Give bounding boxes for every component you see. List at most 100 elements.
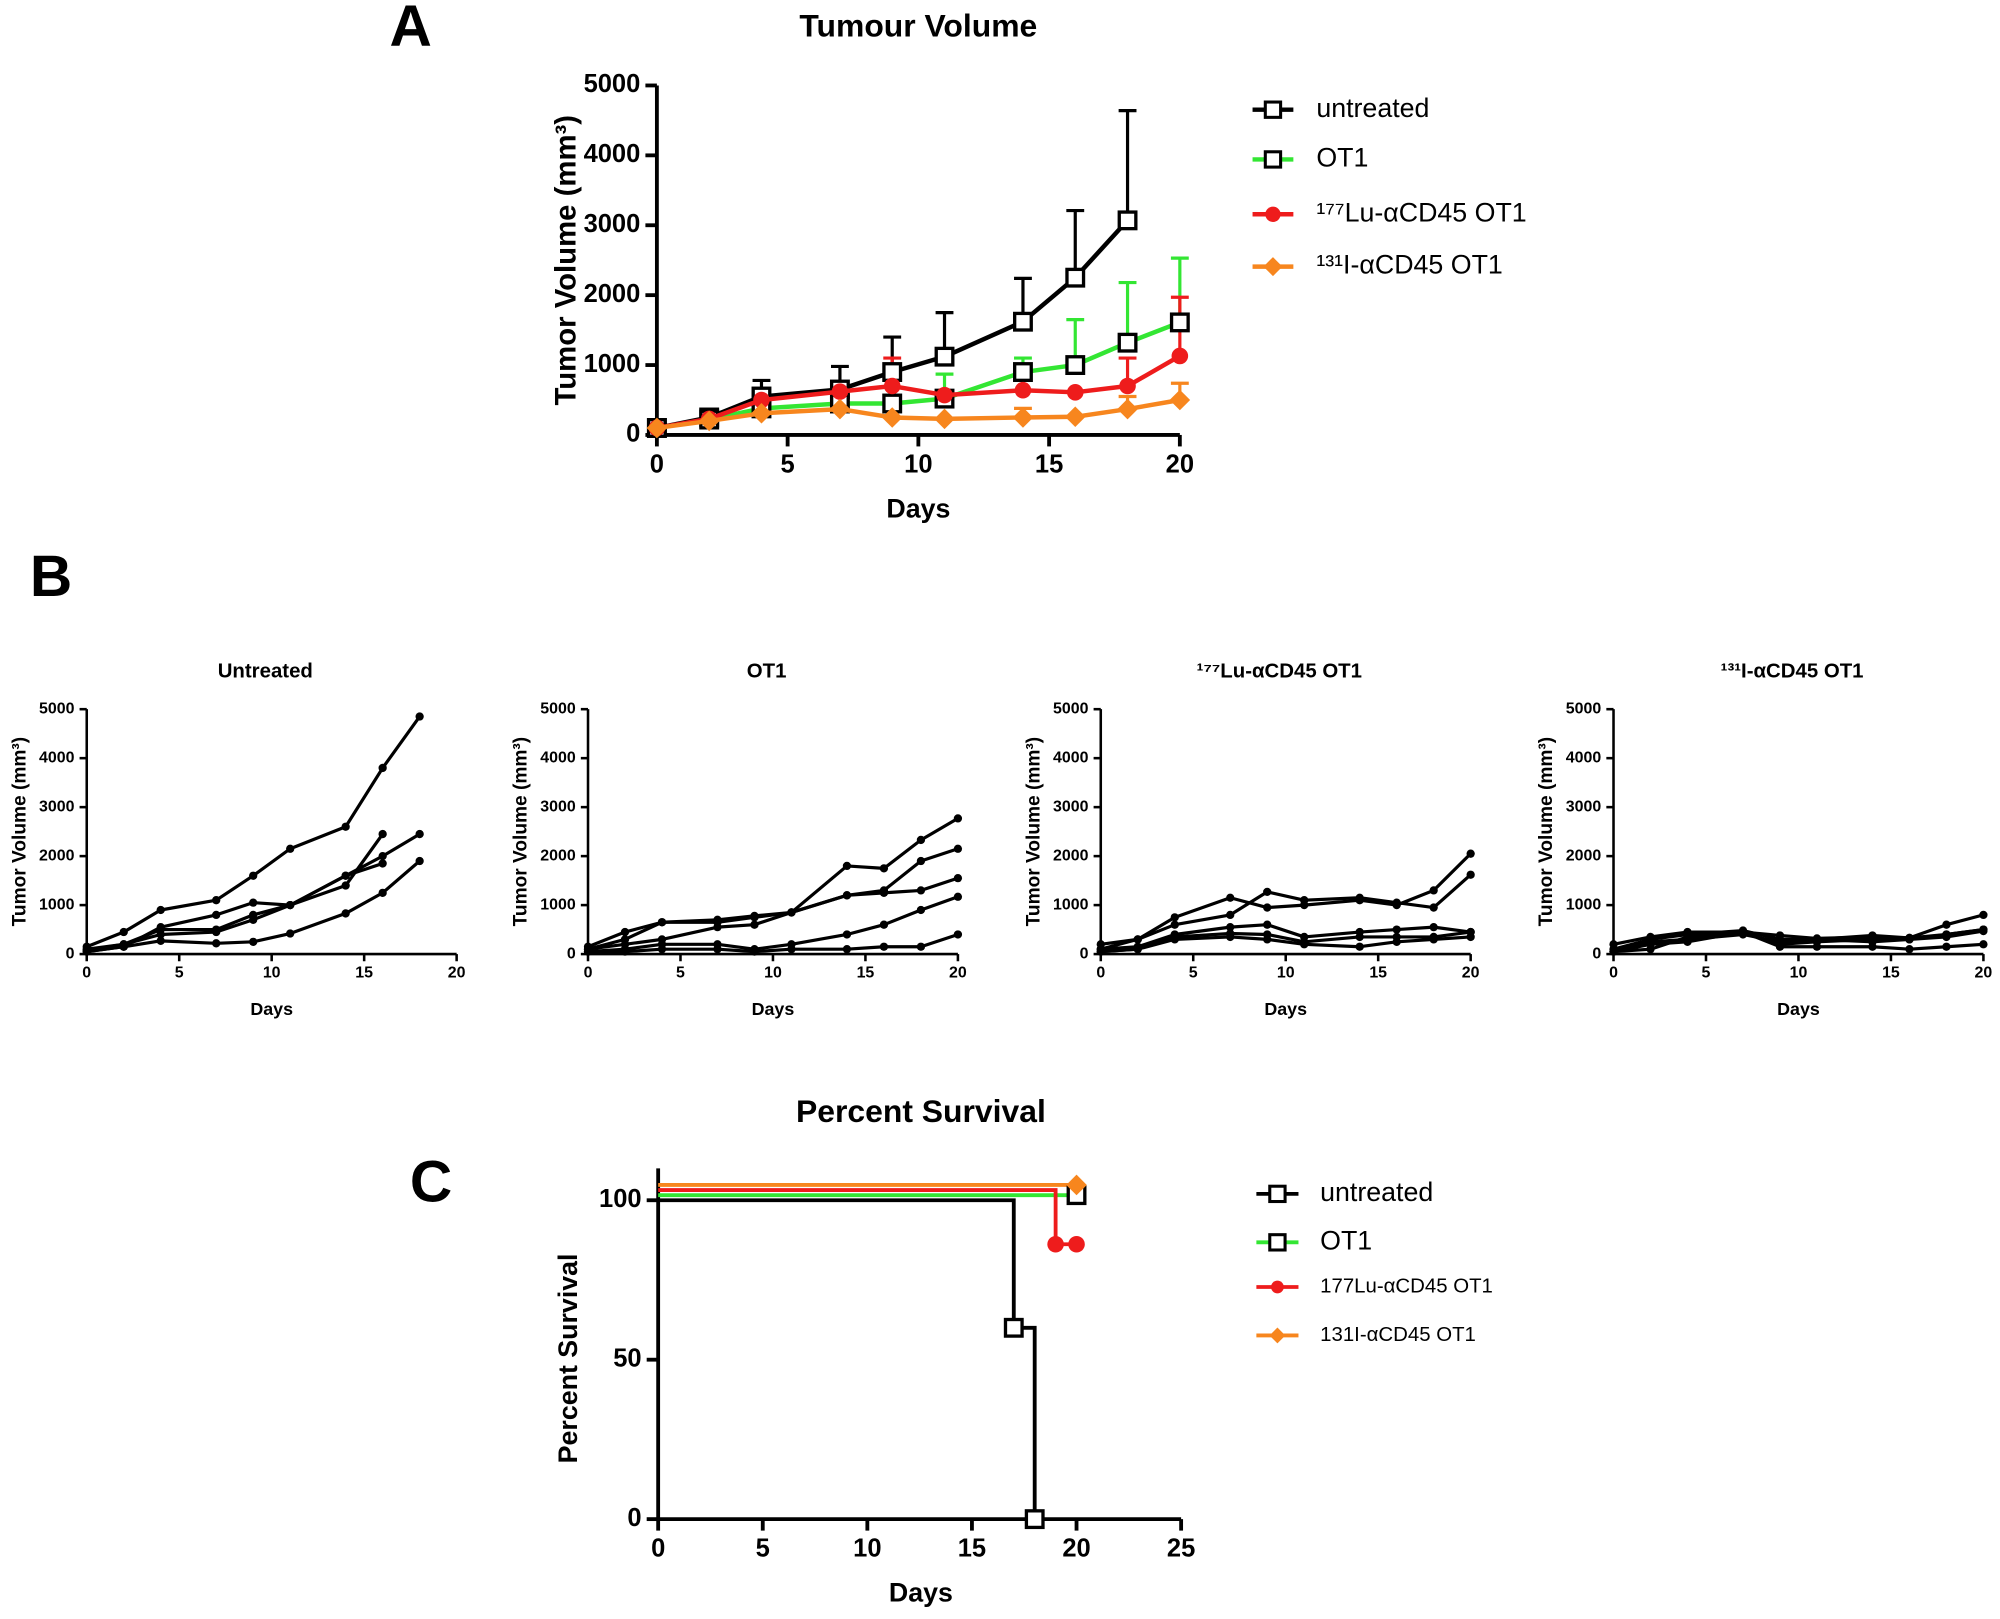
- marker: [750, 920, 759, 929]
- marker: [1812, 937, 1822, 946]
- y-tick-label: 0: [1592, 945, 1601, 962]
- y-tick-label: 5000: [584, 70, 641, 98]
- marker: [249, 898, 258, 907]
- marker: [750, 947, 759, 956]
- y-tick-label: 50: [613, 1344, 641, 1372]
- x-tick-label: 10: [1277, 964, 1295, 981]
- x-tick-label: 15: [857, 964, 875, 981]
- marker: [1226, 922, 1235, 932]
- x-axis-label: Days: [1777, 999, 1820, 1019]
- marker: [1942, 920, 1951, 929]
- x-axis-label: Days: [1264, 999, 1307, 1019]
- x-tick-label: 0: [650, 450, 664, 478]
- marker: [883, 377, 901, 395]
- marker: [415, 829, 424, 839]
- marker: [1263, 920, 1272, 929]
- series-line: [1100, 873, 1472, 951]
- marker: [1905, 945, 1914, 954]
- chart-title: Percent Survival: [796, 1093, 1046, 1129]
- marker: [341, 881, 350, 890]
- y-axis-label: Tumor Volume (mm³): [1536, 737, 1557, 926]
- series-line: [588, 932, 959, 954]
- marker: [751, 402, 772, 424]
- marker: [1646, 945, 1655, 954]
- y-axis-label: Tumor Volume (mm³): [549, 115, 582, 406]
- y-tick-label: 4000: [1053, 749, 1089, 766]
- marker: [212, 939, 221, 948]
- marker: [1355, 932, 1364, 942]
- y-tick-label: 5000: [1566, 700, 1602, 717]
- marker: [831, 383, 849, 400]
- chart-title: Untreated: [218, 661, 313, 683]
- marker: [156, 922, 165, 932]
- marker: [620, 927, 630, 937]
- marker: [341, 871, 350, 880]
- marker: [1979, 940, 1988, 949]
- marker: [286, 900, 295, 910]
- marker: [753, 391, 770, 409]
- marker: [934, 346, 955, 367]
- marker: [1133, 935, 1142, 944]
- x-axis-label: Days: [250, 999, 293, 1019]
- marker: [378, 859, 387, 868]
- y-tick-label: 3000: [540, 798, 576, 815]
- x-tick-label: 15: [958, 1534, 986, 1562]
- marker: [713, 945, 722, 954]
- marker: [156, 936, 165, 945]
- legend-label: untreated: [1316, 93, 1429, 123]
- marker: [1355, 893, 1364, 902]
- marker: [1170, 920, 1179, 929]
- series-line: [656, 320, 1181, 431]
- marker: [1429, 935, 1438, 944]
- legend-label: OT1: [1320, 1225, 1372, 1255]
- marker: [1169, 389, 1191, 411]
- marker: [1170, 935, 1179, 944]
- marker: [1263, 935, 1272, 944]
- marker: [879, 864, 889, 873]
- x-tick-label: 15: [1035, 450, 1063, 478]
- marker: [378, 829, 387, 839]
- panel-label: A: [390, 0, 432, 59]
- marker: [1979, 910, 1988, 920]
- marker: [842, 930, 852, 939]
- y-tick-label: 4000: [1566, 749, 1602, 766]
- chart-title: OT1: [747, 661, 787, 683]
- marker: [934, 408, 955, 430]
- x-tick-label: 5: [676, 964, 685, 981]
- marker: [415, 712, 424, 721]
- y-tick-label: 4000: [39, 749, 75, 766]
- x-tick-label: 10: [764, 964, 782, 981]
- marker: [212, 910, 221, 920]
- marker: [1355, 942, 1364, 951]
- marker: [1269, 1327, 1286, 1344]
- marker: [1064, 406, 1086, 428]
- marker: [1392, 898, 1401, 907]
- chart-title: ¹⁷⁷Lu-αCD45 OT1: [1197, 661, 1362, 683]
- marker: [1117, 210, 1138, 231]
- y-tick-label: 4000: [584, 140, 641, 168]
- marker: [1065, 355, 1086, 375]
- marker: [119, 942, 128, 951]
- marker: [286, 844, 295, 853]
- x-tick-label: 5: [1702, 964, 1711, 981]
- y-tick-label: 1000: [1566, 896, 1602, 913]
- marker: [249, 915, 258, 924]
- marker: [212, 927, 221, 937]
- marker: [156, 930, 165, 939]
- x-tick-label: 5: [1189, 964, 1198, 981]
- series-line: [1100, 923, 1471, 951]
- x-tick-label: 15: [1882, 964, 1900, 981]
- marker: [1263, 887, 1272, 897]
- marker: [1429, 922, 1438, 932]
- marker: [1066, 384, 1084, 401]
- marker: [916, 835, 926, 845]
- marker: [879, 942, 889, 951]
- marker: [378, 763, 387, 773]
- y-tick-label: 2000: [584, 280, 641, 308]
- marker: [1263, 100, 1283, 119]
- marker: [1268, 1233, 1287, 1252]
- marker: [1226, 910, 1235, 920]
- y-tick-label: 1000: [584, 350, 641, 378]
- x-tick-label: 5: [175, 964, 184, 981]
